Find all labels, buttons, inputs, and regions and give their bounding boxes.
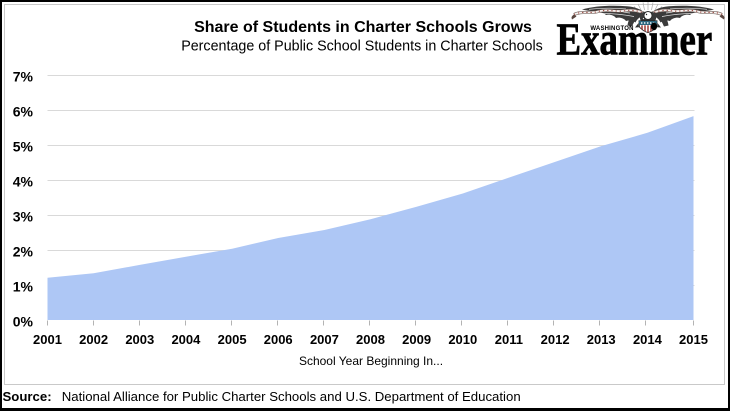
svg-text:4%: 4% [13, 174, 34, 190]
svg-text:2011: 2011 [495, 332, 523, 347]
svg-text:7%: 7% [13, 69, 34, 85]
svg-text:WASHINGTON: WASHINGTON [590, 26, 633, 32]
svg-text:Examiner: Examiner [557, 14, 713, 64]
svg-text:2015: 2015 [679, 332, 708, 347]
svg-text:2013: 2013 [587, 332, 616, 347]
svg-text:2003: 2003 [125, 332, 154, 347]
svg-text:2%: 2% [13, 244, 34, 260]
svg-text:1%: 1% [13, 279, 34, 295]
svg-text:2010: 2010 [448, 332, 477, 347]
svg-text:2007: 2007 [310, 332, 339, 347]
svg-text:2014: 2014 [633, 332, 663, 347]
svg-text:2002: 2002 [79, 332, 108, 347]
svg-text:2005: 2005 [218, 332, 247, 347]
svg-text:2006: 2006 [264, 332, 293, 347]
svg-text:2001: 2001 [33, 332, 62, 347]
svg-text:Share of Students in Charter S: Share of Students in Charter Schools Gro… [194, 19, 532, 36]
svg-text:Percentage of Public School St: Percentage of Public School Students in … [181, 39, 543, 55]
svg-text:School Year Beginning In...: School Year Beginning In... [299, 354, 443, 368]
svg-text:5%: 5% [13, 139, 34, 155]
svg-text:2008: 2008 [356, 332, 385, 347]
svg-text:2012: 2012 [541, 332, 570, 347]
svg-text:0%: 0% [13, 314, 34, 330]
svg-text:6%: 6% [13, 104, 34, 120]
svg-text:Source: National Alliance for: Source: National Alliance for Public Cha… [3, 389, 521, 404]
svg-text:2004: 2004 [171, 332, 201, 347]
svg-text:2009: 2009 [402, 332, 431, 347]
svg-text:3%: 3% [13, 209, 34, 225]
